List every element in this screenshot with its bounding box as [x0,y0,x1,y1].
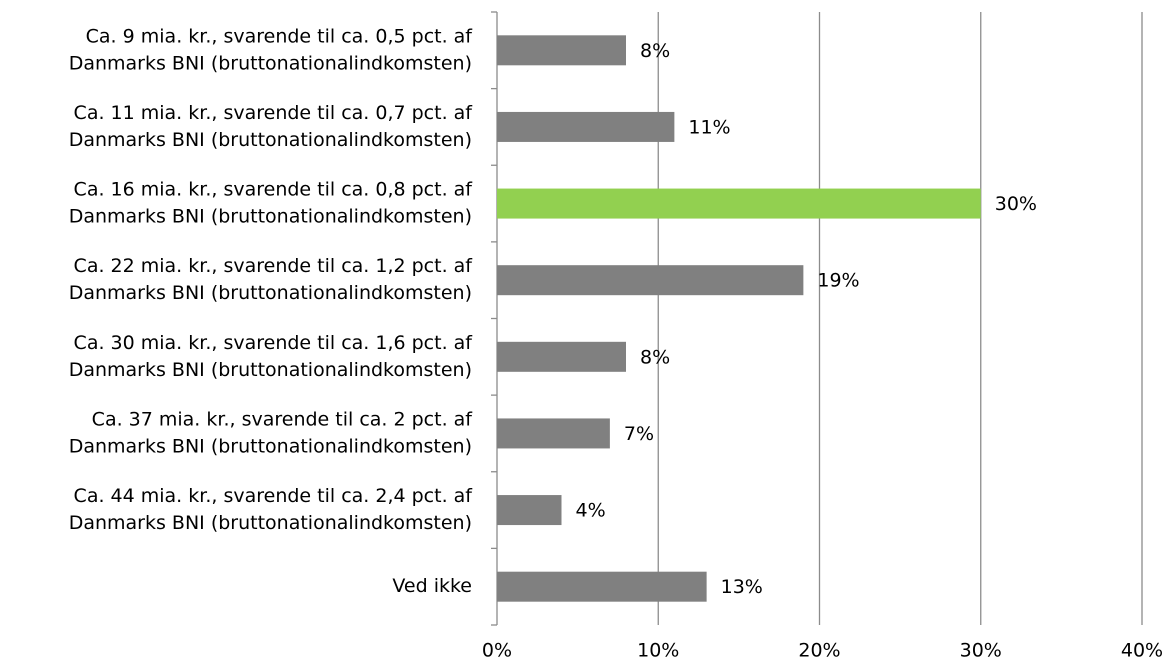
y-tick-label: Danmarks BNI (bruttonationalindkomsten) [69,435,472,457]
value-label: 4% [576,500,606,522]
y-tick-label: Danmarks BNI (bruttonationalindkomsten) [69,52,472,74]
y-tick-label: Danmarks BNI (bruttonationalindkomsten) [69,282,472,304]
y-tick-label: Danmarks BNI (bruttonationalindkomsten) [69,206,472,228]
x-tick-label: 30% [960,640,1002,662]
bar [497,188,981,219]
y-tick-label: Ca. 9 mia. kr., svarende til ca. 0,5 pct… [86,25,474,47]
value-label: 7% [624,423,654,445]
y-tick-label: Danmarks BNI (bruttonationalindkomsten) [69,512,472,534]
value-label: 30% [995,193,1037,215]
bar [497,418,610,449]
x-tick-label: 10% [637,640,679,662]
x-tick-label: 40% [1121,640,1163,662]
y-tick-label: Ca. 16 mia. kr., svarende til ca. 0,8 pc… [74,179,474,201]
y-tick-label: Ca. 22 mia. kr., svarende til ca. 1,2 pc… [74,255,474,277]
y-tick-label: Ca. 44 mia. kr., svarende til ca. 2,4 pc… [74,485,474,507]
value-label: 13% [721,576,763,598]
y-tick-label: Ved ikke [392,575,472,597]
bar [497,265,804,296]
x-tick-label: 20% [798,640,840,662]
y-tick-label: Danmarks BNI (bruttonationalindkomsten) [69,129,472,151]
y-tick-label: Ca. 37 mia. kr., svarende til ca. 2 pct.… [92,408,474,430]
bar [497,571,707,602]
bar [497,495,562,526]
bar [497,341,626,372]
bar [497,111,675,142]
x-tick-label: 0% [482,640,512,662]
y-tick-label: Ca. 11 mia. kr., svarende til ca. 0,7 pc… [74,102,474,124]
bar [497,35,626,66]
value-label: 11% [688,116,730,138]
y-tick-label: Ca. 30 mia. kr., svarende til ca. 1,6 pc… [74,332,474,354]
value-label: 19% [817,270,859,292]
value-label: 8% [640,346,670,368]
y-tick-label: Danmarks BNI (bruttonationalindkomsten) [69,359,472,381]
value-label: 8% [640,40,670,62]
